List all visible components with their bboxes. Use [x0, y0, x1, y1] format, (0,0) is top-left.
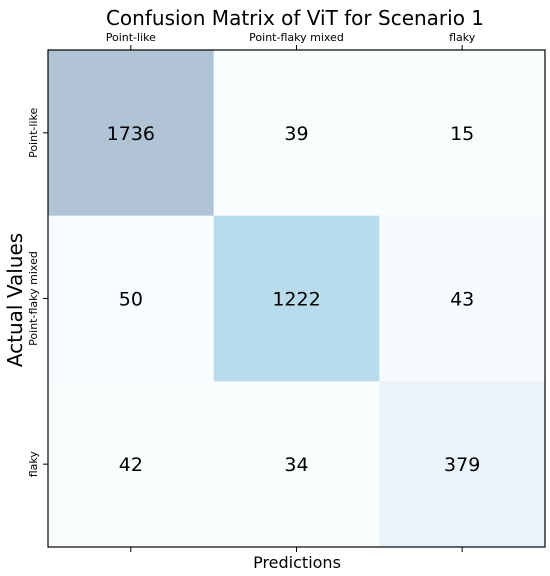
cell-value-label-1-0: 50	[119, 289, 143, 311]
matrix-cell-0-1	[213, 50, 380, 217]
cell-value-label-1-1: 1222	[272, 289, 320, 311]
cell-value-label-0-0: 1736	[107, 123, 155, 145]
matrix-cell-2-0	[48, 381, 215, 548]
x-tick-label-1: Point-flaky mixed	[249, 31, 344, 44]
matrix-cell-1-1	[213, 215, 380, 382]
x-axis-ticks: Point-like Point-flaky mixed flaky	[106, 31, 476, 552]
x-tick-label-2: flaky	[449, 31, 476, 44]
y-tick-label-0: Point-like	[27, 108, 40, 158]
chart-title: Confusion Matrix of ViT for Scenario 1	[106, 6, 484, 30]
heatmap-cells: 1736 39 15 50 1222 43 42 34 379	[48, 50, 546, 548]
y-tick-label-2: flaky	[27, 451, 40, 478]
cell-value-label-0-1: 39	[284, 123, 308, 145]
cell-value-label-2-2: 379	[444, 454, 480, 476]
matrix-cell-0-2	[379, 50, 546, 217]
cell-value-label-1-2: 43	[450, 289, 474, 311]
y-axis-label: Actual Values	[3, 233, 27, 367]
matrix-cell-2-2	[379, 381, 546, 548]
cell-value-label-2-0: 42	[119, 454, 143, 476]
matrix-cell-0-0	[48, 50, 215, 217]
y-tick-label-1: Point-flaky mixed	[27, 251, 40, 346]
matrix-cell-1-0	[48, 215, 215, 382]
cell-value-label-0-2: 15	[450, 123, 474, 145]
x-axis-label: Predictions	[253, 553, 341, 572]
matrix-cell-2-1	[213, 381, 380, 548]
cell-value-label-2-1: 34	[284, 454, 308, 476]
x-tick-label-0: Point-like	[106, 31, 156, 44]
y-axis-ticks: Point-like Point-flaky mixed flaky	[27, 108, 48, 478]
matrix-cell-1-2	[379, 215, 546, 382]
